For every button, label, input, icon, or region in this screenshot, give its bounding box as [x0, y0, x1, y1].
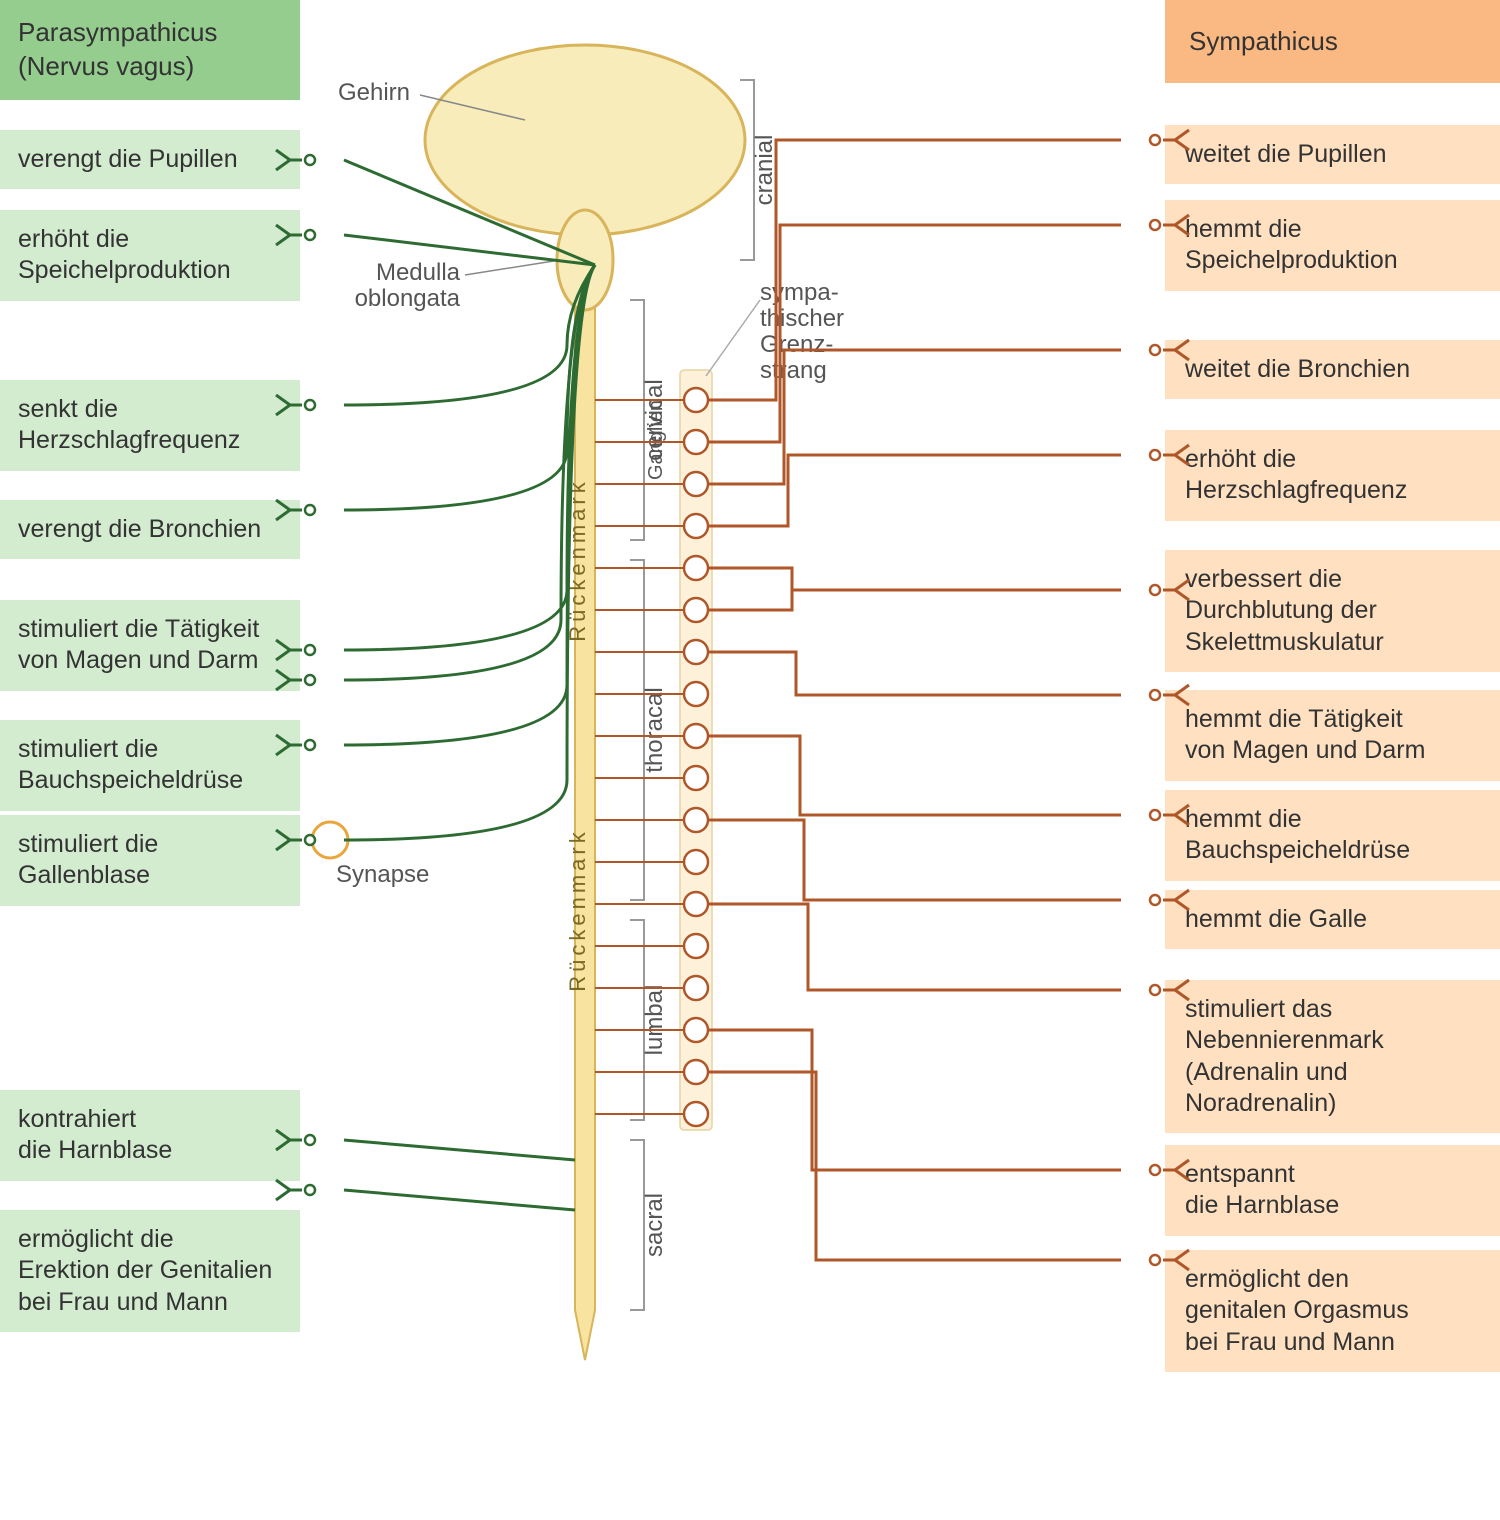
svg-text:Rückenmark: Rückenmark — [565, 828, 590, 991]
svg-text:Medulla: Medulla — [376, 259, 461, 286]
svg-text:thoracal: thoracal — [641, 687, 668, 772]
svg-text:Grenz-: Grenz- — [760, 331, 833, 358]
sympathicus-item: entspanntdie Harnblase — [1165, 1145, 1500, 1236]
sympathicus-item: stimuliert dasNebennierenmark(Adrenalin … — [1165, 980, 1500, 1133]
sympathicus-item: weitet die Bronchien — [1165, 340, 1500, 399]
sympathicus-header: Sympathicus — [1165, 0, 1500, 83]
svg-text:cervical: cervical — [641, 379, 668, 460]
svg-text:Gehirn: Gehirn — [338, 79, 410, 106]
svg-text:lumbal: lumbal — [641, 985, 668, 1056]
svg-text:Synapse: Synapse — [336, 861, 429, 888]
svg-text:Rückenmark: Rückenmark — [565, 478, 590, 641]
parasympathicus-header: Parasympathicus(Nervus vagus) — [0, 0, 300, 100]
sympathicus-item: weitet die Pupillen — [1165, 125, 1500, 184]
sympathicus-item: hemmt die Tätigkeitvon Magen und Darm — [1165, 690, 1500, 781]
sympathicus-item: erhöht dieHerzschlagfrequenz — [1165, 430, 1500, 521]
sympathicus-column: Sympathicus weitet die Pupillen hemmt dieS… — [1165, 0, 1500, 1520]
parasympathicus-item: senkt dieHerzschlagfrequenz — [0, 380, 300, 471]
svg-text:sympa-: sympa- — [760, 279, 839, 306]
parasympathicus-item: erhöht dieSpeichelproduktion — [0, 210, 300, 301]
parasympathicus-item: kontrahiertdie Harnblase — [0, 1090, 300, 1181]
parasympathicus-item: stimuliert die Tätigkeitvon Magen und Da… — [0, 600, 300, 691]
sympathicus-item: verbessert dieDurchblutung derSkelettmus… — [1165, 550, 1500, 672]
parasympathicus-column: Parasympathicus(Nervus vagus) verengt die… — [0, 0, 300, 1520]
sympathicus-item: hemmt dieSpeichelproduktion — [1165, 200, 1500, 291]
parasympathicus-item: stimuliert dieBauchspeicheldrüse — [0, 720, 300, 811]
svg-text:oblongata: oblongata — [355, 285, 461, 312]
svg-text:sacral: sacral — [641, 1193, 668, 1257]
sympathicus-item: hemmt die Galle — [1165, 890, 1500, 949]
parasympathicus-item: verengt die Bronchien — [0, 500, 300, 559]
svg-text:thischer: thischer — [760, 305, 844, 332]
svg-text:Ganglien: Ganglien — [645, 400, 667, 480]
svg-text:cranial: cranial — [751, 135, 778, 206]
sympathicus-item: hemmt dieBauchspeicheldrüse — [1165, 790, 1500, 881]
svg-text:strang: strang — [760, 357, 827, 384]
parasympathicus-item: verengt die Pupillen — [0, 130, 300, 189]
parasympathicus-item: stimuliert dieGallenblase — [0, 815, 300, 906]
parasympathicus-item: ermöglicht dieErektion der Genitalienbei… — [0, 1210, 300, 1332]
sympathicus-item: ermöglicht dengenitalen Orgasmusbei Frau… — [1165, 1250, 1500, 1372]
